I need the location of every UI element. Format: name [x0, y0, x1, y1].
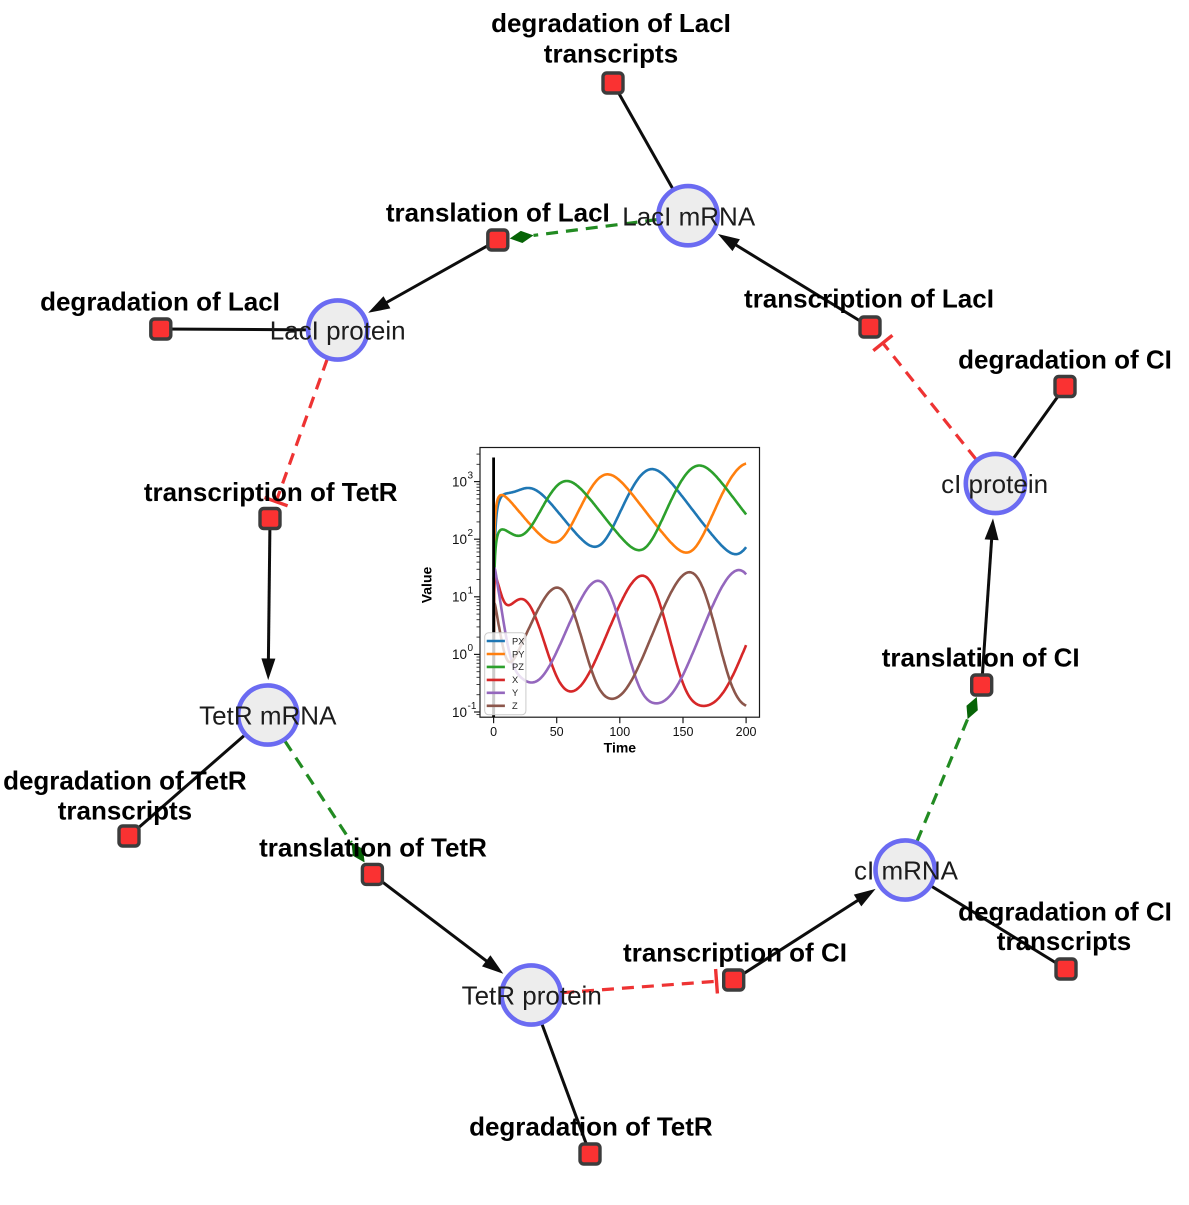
svg-text:2: 2: [468, 528, 474, 539]
svg-text:TetR mRNA: TetR mRNA: [199, 700, 337, 730]
svg-text:0: 0: [468, 643, 474, 654]
svg-text:degradation of LacI: degradation of LacI: [491, 8, 731, 38]
svg-text:cI protein: cI protein: [941, 469, 1048, 499]
svg-text:LacI mRNA: LacI mRNA: [622, 201, 756, 231]
svg-text:10: 10: [452, 647, 467, 662]
svg-text:PZ: PZ: [512, 662, 524, 672]
svg-text:translation of TetR: translation of TetR: [259, 832, 487, 862]
svg-text:X: X: [512, 675, 518, 685]
svg-text:10: 10: [452, 590, 467, 605]
svg-text:1: 1: [468, 586, 474, 597]
svg-text:transcription of LacI: transcription of LacI: [744, 283, 994, 313]
svg-text:10: 10: [452, 474, 467, 489]
svg-text:translation of CI: translation of CI: [882, 642, 1080, 672]
svg-text:-1: -1: [468, 701, 477, 712]
svg-text:3: 3: [468, 470, 474, 481]
svg-text:Y: Y: [512, 688, 518, 698]
svg-text:degradation of CI: degradation of CI: [958, 897, 1172, 927]
svg-text:cI mRNA: cI mRNA: [854, 855, 959, 885]
svg-text:200: 200: [736, 725, 757, 739]
svg-text:150: 150: [673, 725, 694, 739]
svg-text:Value: Value: [419, 567, 435, 604]
svg-text:degradation of CI: degradation of CI: [958, 344, 1172, 374]
svg-text:transcripts: transcripts: [58, 795, 192, 825]
svg-text:degradation of TetR: degradation of TetR: [469, 1111, 713, 1141]
svg-text:TetR protein: TetR protein: [462, 980, 602, 1010]
svg-text:50: 50: [550, 725, 564, 739]
svg-text:10: 10: [452, 532, 467, 547]
svg-text:translation of LacI: translation of LacI: [386, 197, 610, 227]
svg-text:degradation of LacI: degradation of LacI: [40, 286, 280, 316]
svg-text:Z: Z: [512, 701, 518, 711]
svg-text:10: 10: [452, 705, 467, 720]
svg-text:Time: Time: [604, 740, 637, 756]
svg-text:100: 100: [609, 725, 630, 739]
svg-text:PY: PY: [512, 649, 524, 659]
svg-text:transcription of CI: transcription of CI: [623, 937, 847, 967]
svg-text:transcripts: transcripts: [997, 926, 1131, 956]
svg-text:PX: PX: [512, 636, 524, 646]
svg-text:0: 0: [490, 725, 497, 739]
svg-text:transcription of TetR: transcription of TetR: [144, 477, 398, 507]
svg-text:transcripts: transcripts: [544, 38, 678, 68]
svg-text:degradation of TetR: degradation of TetR: [3, 766, 247, 796]
svg-text:LacI protein: LacI protein: [270, 315, 406, 345]
